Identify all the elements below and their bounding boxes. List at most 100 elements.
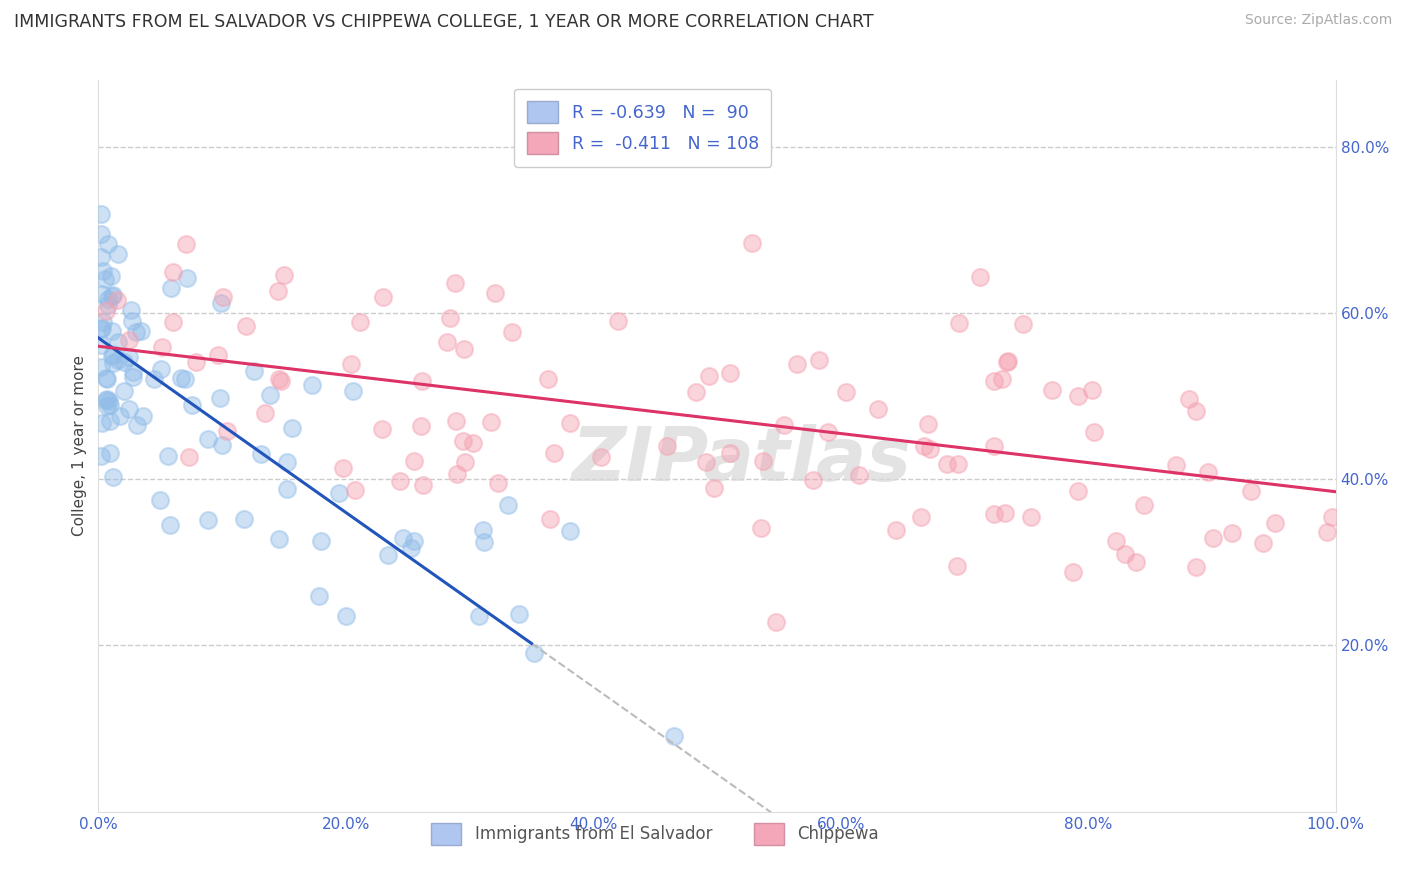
Point (918, 442, 941, 456)
Point (143, 372, 166, 386)
Point (412, 478, 434, 492)
Point (444, 414, 467, 428)
Point (117, 333, 139, 347)
Point (1062, 565, 1084, 579)
Point (558, 524, 581, 538)
Point (373, 290, 395, 304)
Point (695, 455, 717, 469)
Point (98, 446, 121, 460)
Point (149, 362, 172, 376)
Point (765, 615, 787, 629)
Point (197, 513, 219, 527)
Point (162, 265, 184, 279)
Point (243, 364, 266, 378)
Point (101, 289, 124, 303)
Point (741, 235, 763, 250)
Point (308, 589, 330, 603)
Point (1320, 510, 1343, 524)
Point (436, 334, 458, 349)
Point (848, 468, 870, 483)
Point (1240, 483, 1263, 498)
Point (392, 531, 415, 545)
Point (118, 401, 141, 416)
Point (699, 369, 721, 384)
Point (101, 324, 124, 338)
Point (983, 374, 1005, 388)
Point (983, 507, 1005, 521)
Point (523, 646, 546, 660)
Point (1264, 516, 1286, 531)
Point (983, 439, 1005, 453)
Point (91, 321, 114, 335)
Point (543, 446, 565, 460)
Point (233, 512, 256, 526)
Point (657, 439, 679, 453)
Point (96, 399, 118, 413)
Point (301, 378, 323, 392)
Point (100, 398, 122, 412)
Point (276, 482, 298, 496)
Point (94, 304, 117, 318)
Point (1114, 547, 1136, 561)
Point (120, 303, 142, 318)
Point (508, 607, 530, 621)
Point (94, 392, 117, 407)
Point (328, 486, 350, 500)
Point (97, 292, 120, 306)
Point (149, 493, 172, 508)
Point (250, 447, 273, 461)
Point (129, 324, 152, 338)
Point (121, 369, 143, 384)
Point (401, 541, 423, 555)
Point (703, 481, 725, 495)
Point (90, 250, 112, 264)
Point (112, 384, 135, 398)
Point (132, 409, 155, 423)
Point (90, 360, 112, 375)
Point (995, 355, 1018, 369)
Point (267, 532, 290, 546)
Point (467, 608, 489, 623)
Point (101, 346, 124, 360)
Legend: Immigrants from El Salvador, Chippewa: Immigrants from El Salvador, Chippewa (422, 814, 889, 855)
Point (946, 457, 969, 471)
Point (1067, 484, 1090, 499)
Point (411, 374, 433, 388)
Point (496, 498, 519, 512)
Point (90, 286, 112, 301)
Point (461, 435, 484, 450)
Point (969, 270, 991, 285)
Point (125, 325, 148, 339)
Point (866, 401, 889, 416)
Point (90, 338, 112, 352)
Point (270, 374, 292, 388)
Point (211, 437, 233, 451)
Text: IMMIGRANTS FROM EL SALVADOR VS CHIPPEWA COLLEGE, 1 YEAR OR MORE CORRELATION CHAR: IMMIGRANTS FROM EL SALVADOR VS CHIPPEWA … (14, 13, 873, 31)
Point (105, 293, 128, 307)
Point (1133, 498, 1156, 512)
Text: ZIPatlas: ZIPatlas (572, 424, 912, 497)
Point (170, 370, 193, 384)
Point (184, 354, 207, 368)
Point (209, 296, 232, 310)
Point (349, 315, 371, 329)
Point (107, 353, 129, 368)
Point (1164, 458, 1187, 472)
Point (912, 439, 935, 453)
Point (176, 270, 198, 285)
Point (685, 385, 707, 400)
Point (558, 417, 581, 431)
Point (96, 371, 118, 385)
Point (107, 334, 129, 349)
Point (100, 269, 122, 284)
Point (917, 417, 939, 431)
Point (910, 510, 932, 524)
Point (110, 409, 132, 423)
Point (835, 385, 858, 400)
Point (1083, 425, 1105, 440)
Point (1185, 560, 1208, 574)
Point (1185, 403, 1208, 417)
Point (936, 458, 959, 472)
Point (267, 371, 290, 385)
Point (1251, 536, 1274, 550)
